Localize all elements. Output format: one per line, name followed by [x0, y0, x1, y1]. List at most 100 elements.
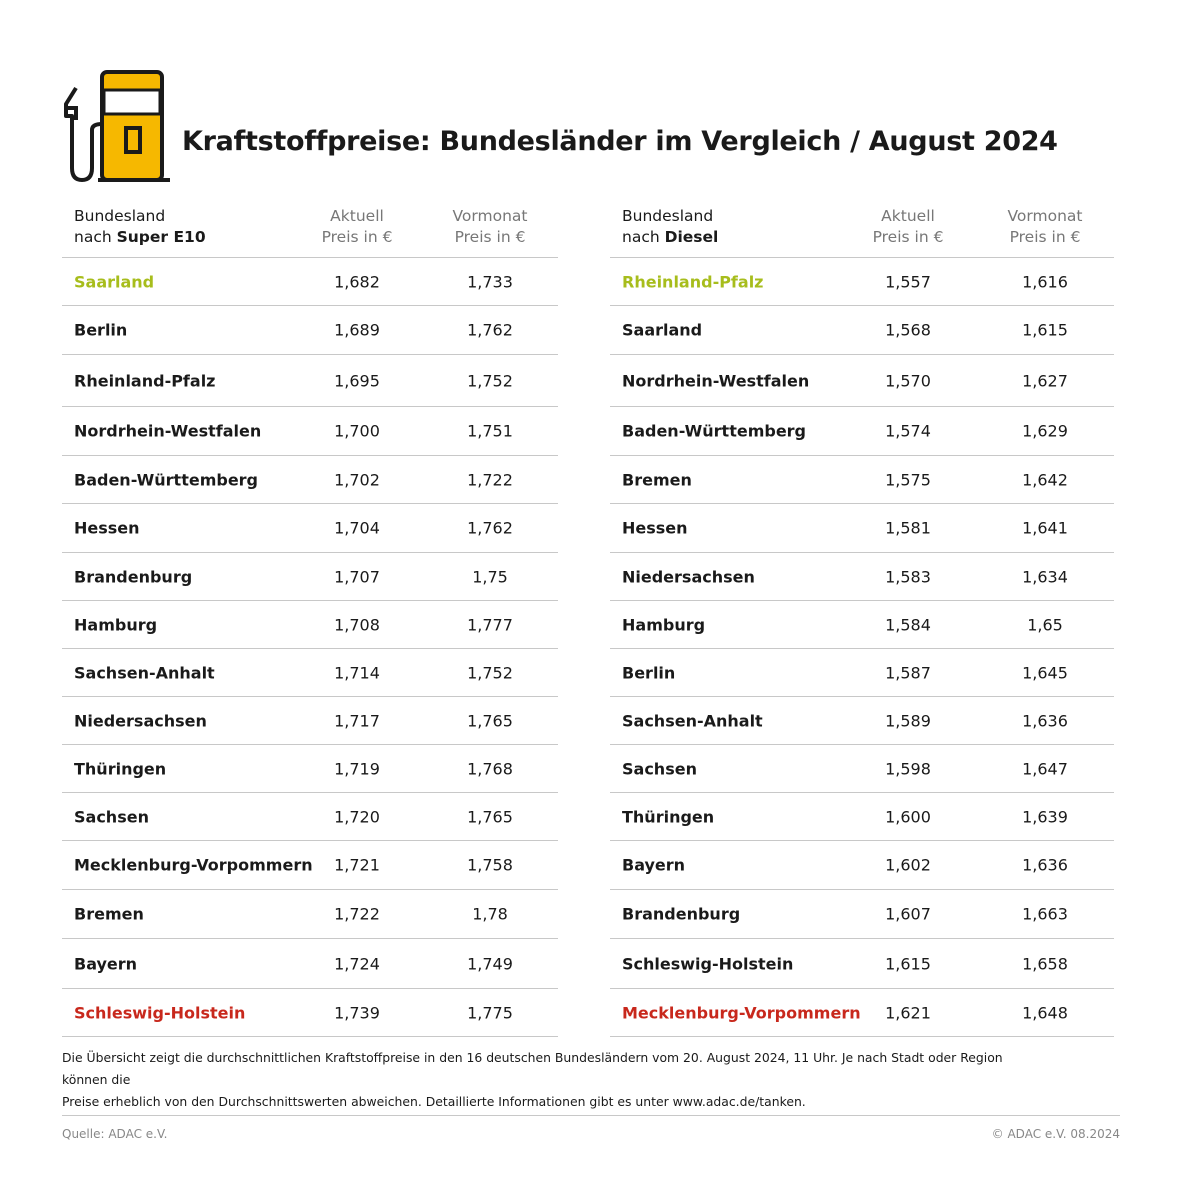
header-label: Preis in €: [872, 228, 944, 246]
table-row: Bremen 1,722 1,78: [62, 890, 558, 939]
current-price: 1,719: [334, 759, 380, 778]
header: Kraftstoffpreise: Bundesländer im Vergle…: [62, 68, 1122, 184]
table-row: Hessen 1,704 1,762: [62, 504, 558, 553]
previous-price: 1,762: [467, 518, 513, 538]
state-name: Mecklenburg-Vorpommern: [74, 855, 313, 875]
current-price: 1,587: [885, 663, 931, 682]
state-name: Baden-Württemberg: [74, 470, 259, 489]
current-price: 1,615: [885, 954, 931, 973]
current-price: 1,600: [885, 807, 931, 826]
divider: [62, 1115, 1120, 1116]
table-body: Saarland 1,682 1,733 Berlin 1,689 1,762 Rheinl…: [62, 258, 558, 1037]
previous-price: 1,758: [467, 855, 513, 875]
table-row: Baden-Württemberg 1,574 1,629: [610, 407, 1114, 456]
previous-price: 1,639: [1022, 807, 1068, 826]
state-name: Hessen: [74, 518, 140, 538]
state-name: Schleswig-Holstein: [74, 1003, 246, 1022]
current-price: 1,700: [334, 421, 380, 441]
current-price: 1,607: [885, 904, 931, 924]
state-name: Nordrhein-Westfalen: [74, 421, 262, 441]
current-price: 1,682: [334, 272, 380, 291]
state-name: Bayern: [622, 855, 686, 875]
copyright-label: © ADAC e.V. 08.2024: [991, 1127, 1120, 1141]
table-row: Rheinland-Pfalz 1,695 1,752: [62, 355, 558, 407]
previous-price: 1,636: [1022, 711, 1068, 730]
source-label: Quelle: ADAC e.V.: [62, 1127, 168, 1141]
table-row: Bremen 1,575 1,642: [610, 456, 1114, 504]
table-row: Hamburg 1,708 1,777: [62, 601, 558, 649]
current-price: 1,704: [334, 518, 380, 538]
state-name: Hessen: [622, 518, 688, 538]
current-price: 1,689: [334, 320, 380, 340]
current-price: 1,724: [334, 954, 380, 973]
table-row: Rheinland-Pfalz 1,557 1,616: [610, 258, 1114, 306]
previous-price: 1,65: [1027, 615, 1063, 634]
previous-price-header: Vormonat Preis in €: [430, 206, 550, 248]
previous-price: 1,663: [1022, 904, 1068, 924]
current-price: 1,602: [885, 855, 931, 875]
header-label: Vormonat: [452, 207, 528, 225]
footnote: Die Übersicht zeigt die durchschnittlich…: [62, 1047, 1022, 1113]
state-name: Rheinland-Pfalz: [622, 272, 764, 291]
fuel-pump-icon: [64, 70, 170, 182]
previous-price: 1,777: [467, 615, 513, 634]
table-row: Saarland 1,568 1,615: [610, 306, 1114, 355]
fuel-type-label: Diesel: [664, 228, 719, 246]
state-name: Sachsen-Anhalt: [622, 711, 763, 730]
current-price: 1,581: [885, 518, 931, 538]
table-row: Niedersachsen 1,583 1,634: [610, 553, 1114, 601]
fuel-type-label: Super E10: [116, 228, 206, 246]
table-row: Sachsen 1,720 1,765: [62, 793, 558, 841]
table-row: Schleswig-Holstein 1,615 1,658: [610, 939, 1114, 989]
table-row: Berlin 1,689 1,762: [62, 306, 558, 355]
previous-price: 1,645: [1022, 663, 1068, 682]
state-name: Nordrhein-Westfalen: [622, 371, 810, 390]
diesel-table: Bundesland nach Diesel Aktuell Preis in …: [610, 200, 1114, 1037]
previous-price: 1,749: [467, 954, 513, 973]
current-price: 1,695: [334, 371, 380, 390]
previous-price: 1,658: [1022, 954, 1068, 973]
state-name: Sachsen: [622, 759, 697, 778]
header-label: Bundesland: [622, 207, 714, 225]
state-name: Berlin: [74, 320, 128, 340]
current-price: 1,702: [334, 470, 380, 489]
previous-price: 1,765: [467, 807, 513, 826]
table-body: Rheinland-Pfalz 1,557 1,616 Saarland 1,568 1,…: [610, 258, 1114, 1037]
state-name: Brandenburg: [74, 567, 193, 586]
state-name: Berlin: [622, 663, 676, 682]
state-column-header: Bundesland nach Super E10: [74, 206, 206, 248]
header-label: Aktuell: [881, 207, 935, 225]
header-label-prefix: nach: [622, 228, 665, 246]
previous-price: 1,629: [1022, 421, 1068, 441]
table-row: Brandenburg 1,607 1,663: [610, 890, 1114, 939]
table-row: Nordrhein-Westfalen 1,700 1,751: [62, 407, 558, 456]
current-price-header: Aktuell Preis in €: [848, 206, 968, 248]
previous-price: 1,647: [1022, 759, 1068, 778]
header-label: Preis in €: [321, 228, 393, 246]
table-row: Niedersachsen 1,717 1,765: [62, 697, 558, 745]
current-price-header: Aktuell Preis in €: [297, 206, 417, 248]
table-row: Berlin 1,587 1,645: [610, 649, 1114, 697]
state-name: Brandenburg: [622, 904, 741, 924]
state-name: Baden-Württemberg: [622, 421, 807, 441]
current-price: 1,584: [885, 615, 931, 634]
current-price: 1,707: [334, 567, 380, 586]
table-row: Nordrhein-Westfalen 1,570 1,627: [610, 355, 1114, 407]
previous-price: 1,634: [1022, 567, 1068, 586]
header-label: Bundesland: [74, 207, 166, 225]
previous-price-header: Vormonat Preis in €: [985, 206, 1105, 248]
page-title: Kraftstoffpreise: Bundesländer im Vergle…: [182, 126, 1058, 157]
table-row: Sachsen 1,598 1,647: [610, 745, 1114, 793]
previous-price: 1,641: [1022, 518, 1068, 538]
state-name: Mecklenburg-Vorpommern: [622, 1003, 861, 1022]
state-name: Niedersachsen: [622, 567, 755, 586]
previous-price: 1,768: [467, 759, 513, 778]
footnote-line: Die Übersicht zeigt die durchschnittlich…: [62, 1050, 1003, 1087]
previous-price: 1,752: [467, 663, 513, 682]
table-row: Mecklenburg-Vorpommern 1,721 1,758: [62, 841, 558, 890]
table-row: Bayern 1,724 1,749: [62, 939, 558, 989]
previous-price: 1,765: [467, 711, 513, 730]
current-price: 1,721: [334, 855, 380, 875]
current-price: 1,720: [334, 807, 380, 826]
previous-price: 1,616: [1022, 272, 1068, 291]
